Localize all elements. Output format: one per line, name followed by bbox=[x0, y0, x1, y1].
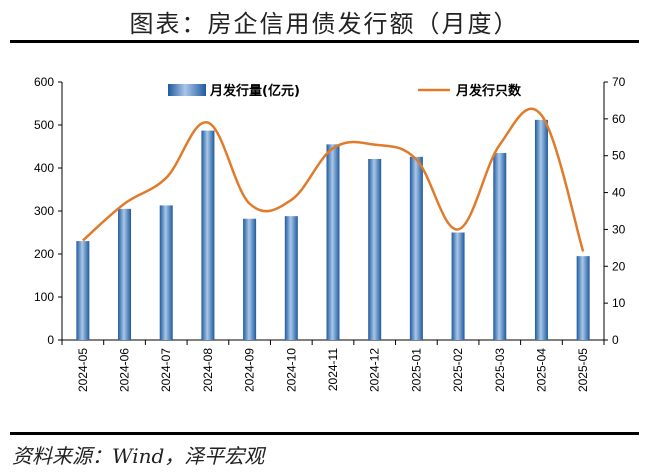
bar bbox=[493, 152, 507, 340]
left-tick-label: 100 bbox=[34, 290, 54, 304]
left-tick-label: 500 bbox=[34, 118, 54, 132]
source-note: 资料来源：Wind，泽平宏观 bbox=[12, 444, 265, 468]
left-tick-label: 0 bbox=[47, 333, 54, 347]
x-tick-label: 2024-10 bbox=[284, 348, 298, 392]
left-tick-label: 600 bbox=[34, 75, 54, 89]
legend-line-label: 月发行只数 bbox=[455, 83, 522, 99]
x-tick-label: 2024-06 bbox=[118, 348, 132, 392]
source-rule bbox=[10, 432, 639, 435]
right-tick-label: 50 bbox=[612, 149, 626, 163]
left-tick-label: 300 bbox=[34, 204, 54, 218]
right-tick-label: 30 bbox=[612, 222, 626, 236]
line-path bbox=[82, 107, 585, 252]
x-tick-label: 2025-02 bbox=[451, 348, 465, 392]
bar bbox=[284, 216, 298, 340]
legend: 月发行量(亿元) 月发行只数 bbox=[168, 83, 522, 99]
right-tick-label: 70 bbox=[612, 75, 626, 89]
x-tick-label: 2024-11 bbox=[326, 348, 340, 391]
x-tick-label: 2024-12 bbox=[368, 348, 382, 392]
bar bbox=[243, 218, 257, 340]
title-rule bbox=[10, 40, 639, 43]
bar bbox=[326, 144, 340, 340]
line-series bbox=[82, 107, 585, 252]
legend-bar-label: 月发行量(亿元) bbox=[209, 83, 300, 99]
right-tick-label: 60 bbox=[612, 112, 626, 126]
bar bbox=[159, 205, 173, 340]
bar bbox=[201, 130, 215, 340]
axes: 0 100 200 300 400 500 600 0 10 20 30 40 50 60 70 2024-0… bbox=[34, 75, 626, 392]
left-tick-label: 400 bbox=[34, 161, 54, 175]
bar bbox=[576, 256, 590, 340]
bar bbox=[409, 156, 423, 340]
right-tick-label: 0 bbox=[612, 333, 619, 347]
x-tick-label: 2024-09 bbox=[243, 348, 257, 392]
x-tick-label: 2025-03 bbox=[493, 348, 507, 392]
x-tick-label: 2024-05 bbox=[76, 348, 90, 392]
bar bbox=[76, 241, 90, 340]
x-tick-label: 2025-05 bbox=[576, 348, 590, 392]
chart-title: 图表：房企信用债发行额（月度） bbox=[129, 10, 520, 38]
bar bbox=[368, 158, 382, 340]
x-tick-label: 2024-08 bbox=[201, 348, 215, 392]
x-tick-label: 2025-01 bbox=[409, 348, 423, 392]
left-tick-label: 200 bbox=[34, 247, 54, 261]
legend-bar-swatch bbox=[168, 84, 206, 96]
x-tick-label: 2024-07 bbox=[159, 348, 173, 392]
bar bbox=[451, 232, 465, 340]
right-tick-label: 40 bbox=[612, 186, 626, 200]
bar bbox=[534, 119, 548, 340]
right-tick-label: 10 bbox=[612, 296, 626, 310]
right-tick-label: 20 bbox=[612, 259, 626, 273]
x-tick-label: 2025-04 bbox=[534, 348, 548, 392]
bar-series bbox=[76, 119, 590, 340]
bar bbox=[118, 208, 132, 340]
